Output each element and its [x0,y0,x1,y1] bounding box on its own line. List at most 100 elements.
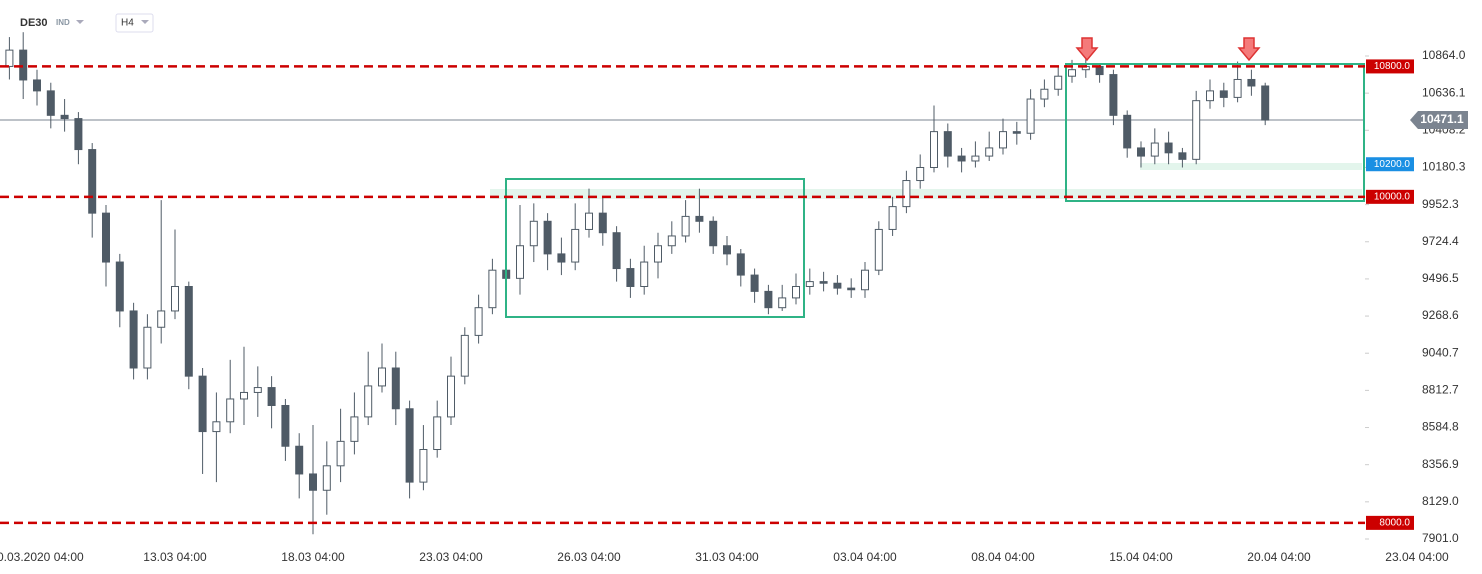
candle-body [350,416,359,442]
candle-body [1178,152,1187,160]
x-tick-label: 03.04 04:00 [833,550,897,564]
candle-body [143,326,152,369]
arrow-down [1237,37,1261,62]
x-tick-label: 23.03 04:00 [419,550,483,564]
y-tick-label: 8129.0 [1422,494,1459,508]
candle-body [281,404,290,447]
candle-body [695,215,704,222]
candle-body [874,228,883,271]
candle-body [778,297,787,309]
y-tick-label: 9040.7 [1422,345,1459,359]
level-label-bg [1366,157,1414,172]
candle-body [1040,88,1049,100]
candle-body [792,285,800,299]
candle-body [33,79,41,92]
candle-body [1137,147,1145,157]
candle-body [129,310,138,369]
candle-body [1164,142,1173,154]
candle-body [1192,100,1201,160]
candle-body [309,473,317,491]
candle-body [295,445,304,475]
x-tick-label: 23.04 04:00 [1385,550,1449,564]
candle-body [805,281,814,287]
y-tick-label: 9724.4 [1422,234,1459,248]
level-label-bg [1366,189,1414,204]
candle-body [405,408,414,483]
candle-body [460,334,469,377]
candle-body [861,269,869,291]
x-tick-label: 26.03 04:00 [557,550,621,564]
candle-body [1054,75,1063,90]
candle-body [488,269,497,309]
level-label-bg [1366,515,1414,530]
symbol[interactable]: DE30 [20,17,48,29]
candle-body [1123,114,1132,149]
candle-body [1026,98,1035,134]
y-tick-label: 9268.6 [1422,308,1459,322]
market: IND [56,18,70,27]
y-tick-label: 8584.8 [1422,420,1459,434]
last-price-label: 10471.1 [1420,112,1464,126]
plot [0,32,1365,535]
candle-body [74,118,83,151]
candle-body [1012,131,1021,134]
timeframe-select[interactable] [115,13,154,33]
candle-body [267,387,276,406]
candle-body [516,245,524,279]
candle-body [943,131,952,157]
y-tick-label: 10180.3 [1422,160,1466,174]
dropdown-caret [141,20,149,24]
x-tick-label: 15.04 04:00 [1109,550,1173,564]
candle-body [212,421,221,433]
support-zone [1140,163,1362,170]
candle-body [364,385,373,418]
candle-body [764,290,773,309]
candle-body [447,375,455,418]
candle-body [667,235,676,247]
candle-body [902,180,911,208]
x-tick-label: 10.03.2020 04:00 [0,550,84,564]
candle-body [1068,69,1076,77]
candle-body [46,90,55,116]
candle-body [833,282,842,289]
candle-body [723,245,731,255]
candle-body [999,131,1007,149]
candle-body [971,155,980,162]
candle-body [1150,142,1159,157]
candle-body [1219,90,1228,98]
candle-body [529,220,538,247]
candle-body [1261,85,1270,121]
candle-body [1247,78,1256,87]
y-tick-label: 10864.0 [1422,48,1466,62]
level-label: 10200.0 [1374,159,1411,170]
candle-body [198,375,207,433]
candle-body [654,245,662,263]
y-tick-label: 9496.5 [1422,271,1459,285]
arrow-down [1075,37,1099,62]
range-box [505,178,805,318]
candle-body [681,215,690,237]
candle-body [736,253,745,276]
candle-body [226,398,235,423]
candle-body [115,261,124,312]
candle-body [88,149,97,214]
candle-body [391,367,400,410]
candle-body [253,387,262,393]
candle-body [433,416,442,451]
dropdown-caret[interactable] [76,20,84,24]
y-tick-label: 7901.0 [1422,531,1459,545]
candle-body [322,465,331,491]
candle-body [957,155,966,162]
candle-body [626,268,635,287]
candle-body [378,367,386,387]
candle-body [5,49,14,67]
candle-body [419,449,428,483]
candle-body [916,166,925,182]
candle-body [19,49,28,81]
candle-body [888,206,897,230]
y-tick-label: 9952.3 [1422,197,1459,211]
candle-body [640,261,649,287]
candle-body [157,310,166,328]
x-tick-label: 08.04 04:00 [971,550,1035,564]
candle-body [819,281,828,284]
